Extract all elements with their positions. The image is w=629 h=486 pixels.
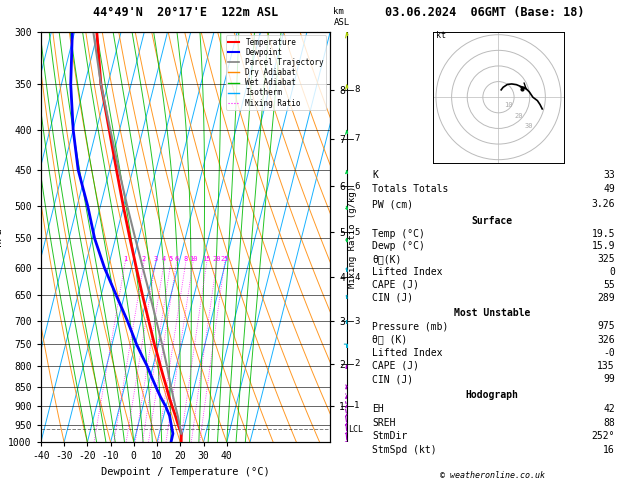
Text: 2: 2 xyxy=(142,256,146,262)
Text: 0: 0 xyxy=(609,267,615,277)
Text: 10: 10 xyxy=(189,256,198,262)
Text: 6: 6 xyxy=(174,256,179,262)
Text: LCL: LCL xyxy=(348,425,364,434)
Text: 3: 3 xyxy=(354,316,360,326)
Text: 10: 10 xyxy=(504,103,513,108)
Text: 8: 8 xyxy=(184,256,188,262)
Text: 20: 20 xyxy=(213,256,221,262)
Text: 55: 55 xyxy=(603,280,615,290)
Text: 88: 88 xyxy=(603,417,615,428)
Text: Surface: Surface xyxy=(472,216,513,226)
Text: StmSpd (kt): StmSpd (kt) xyxy=(372,445,437,455)
Text: 15: 15 xyxy=(203,256,211,262)
Text: StmDir: StmDir xyxy=(372,431,408,441)
Text: 1: 1 xyxy=(123,256,127,262)
Text: CIN (J): CIN (J) xyxy=(372,374,413,384)
Text: Totals Totals: Totals Totals xyxy=(372,184,448,194)
Text: 99: 99 xyxy=(603,374,615,384)
Text: CIN (J): CIN (J) xyxy=(372,293,413,303)
Text: Lifted Index: Lifted Index xyxy=(372,267,443,277)
Text: 3.26: 3.26 xyxy=(591,199,615,209)
Text: 20: 20 xyxy=(515,112,523,119)
Text: Lifted Index: Lifted Index xyxy=(372,348,443,358)
Text: θᴄ (K): θᴄ (K) xyxy=(372,334,408,345)
Text: θᴄ(K): θᴄ(K) xyxy=(372,254,401,264)
Text: Pressure (mb): Pressure (mb) xyxy=(372,321,448,331)
Text: 03.06.2024  06GMT (Base: 18): 03.06.2024 06GMT (Base: 18) xyxy=(384,6,584,19)
Text: 3: 3 xyxy=(153,256,158,262)
Text: 33: 33 xyxy=(603,170,615,180)
Text: 135: 135 xyxy=(598,361,615,371)
X-axis label: Dewpoint / Temperature (°C): Dewpoint / Temperature (°C) xyxy=(101,467,270,477)
Text: Dewp (°C): Dewp (°C) xyxy=(372,242,425,251)
Text: 25: 25 xyxy=(220,256,229,262)
Text: 15.9: 15.9 xyxy=(591,242,615,251)
Text: 325: 325 xyxy=(598,254,615,264)
Text: 6: 6 xyxy=(354,182,360,191)
Text: 326: 326 xyxy=(598,334,615,345)
Text: 4: 4 xyxy=(354,273,360,282)
Text: 289: 289 xyxy=(598,293,615,303)
Text: CAPE (J): CAPE (J) xyxy=(372,280,419,290)
Text: 7: 7 xyxy=(354,134,360,143)
Y-axis label: Mixing Ratio (g/kg): Mixing Ratio (g/kg) xyxy=(348,186,357,288)
Text: © weatheronline.co.uk: © weatheronline.co.uk xyxy=(440,471,545,480)
Text: 16: 16 xyxy=(603,445,615,455)
Text: 5: 5 xyxy=(354,228,360,237)
Text: 1: 1 xyxy=(354,401,360,410)
Text: 30: 30 xyxy=(525,122,533,129)
Text: 19.5: 19.5 xyxy=(591,228,615,239)
Text: 975: 975 xyxy=(598,321,615,331)
Text: -0: -0 xyxy=(603,348,615,358)
Text: 42: 42 xyxy=(603,404,615,414)
Text: 44°49'N  20°17'E  122m ASL: 44°49'N 20°17'E 122m ASL xyxy=(93,6,278,19)
Text: 8: 8 xyxy=(354,86,360,94)
Text: Most Unstable: Most Unstable xyxy=(454,308,530,318)
Text: 4: 4 xyxy=(162,256,166,262)
Text: CAPE (J): CAPE (J) xyxy=(372,361,419,371)
Text: kt: kt xyxy=(436,31,446,40)
Text: SREH: SREH xyxy=(372,417,396,428)
Text: km
ASL: km ASL xyxy=(333,7,350,27)
Text: 2: 2 xyxy=(354,360,360,368)
Legend: Temperature, Dewpoint, Parcel Trajectory, Dry Adiabat, Wet Adiabat, Isotherm, Mi: Temperature, Dewpoint, Parcel Trajectory… xyxy=(226,35,326,110)
Text: Temp (°C): Temp (°C) xyxy=(372,228,425,239)
Text: EH: EH xyxy=(372,404,384,414)
Text: 252°: 252° xyxy=(591,431,615,441)
Text: Hodograph: Hodograph xyxy=(465,390,519,400)
Text: K: K xyxy=(372,170,378,180)
Text: 5: 5 xyxy=(169,256,173,262)
Text: 49: 49 xyxy=(603,184,615,194)
Y-axis label: hPa: hPa xyxy=(0,227,3,246)
Text: PW (cm): PW (cm) xyxy=(372,199,413,209)
